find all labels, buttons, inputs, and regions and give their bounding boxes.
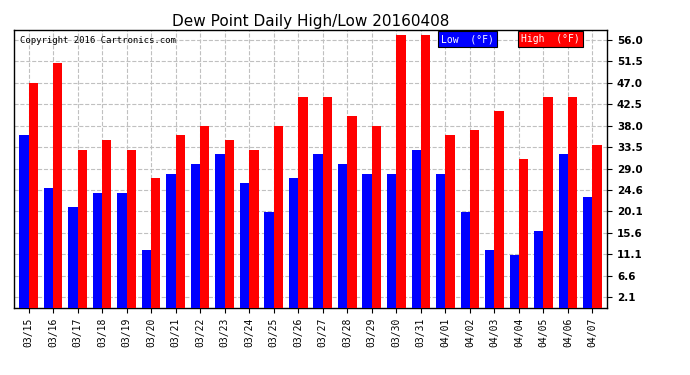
Bar (338, 164, 347, 308)
Bar (485, 250, 495, 307)
Bar (92, 193, 102, 308)
Title: Dew Point Daily High/Low 20160408: Dew Point Daily High/Low 20160408 (172, 14, 449, 29)
Bar (495, 111, 504, 308)
Bar (240, 183, 249, 308)
Bar (264, 212, 274, 308)
Bar (510, 255, 519, 308)
Bar (151, 178, 161, 308)
Bar (568, 97, 578, 308)
Bar (117, 193, 126, 308)
Bar (421, 35, 430, 308)
Bar (298, 97, 308, 308)
Bar (396, 35, 406, 308)
Bar (544, 97, 553, 308)
Bar (470, 130, 479, 308)
Bar (460, 212, 470, 308)
Bar (166, 174, 176, 308)
Text: Low  (°F): Low (°F) (441, 34, 494, 44)
Bar (126, 150, 136, 308)
Bar (593, 145, 602, 308)
Bar (347, 116, 357, 308)
Bar (274, 126, 283, 308)
Bar (77, 150, 87, 308)
Bar (323, 97, 332, 308)
Bar (387, 174, 396, 308)
Bar (445, 135, 455, 308)
Bar (436, 174, 445, 308)
Bar (225, 140, 234, 308)
Bar (313, 154, 323, 308)
Bar (43, 188, 53, 308)
Bar (372, 126, 381, 308)
Bar (102, 140, 111, 308)
Bar (215, 154, 225, 308)
Bar (249, 150, 259, 308)
Text: High  (°F): High (°F) (521, 34, 580, 44)
Bar (142, 250, 151, 307)
Bar (200, 126, 210, 308)
Bar (583, 198, 593, 308)
Bar (411, 150, 421, 308)
Bar (289, 178, 298, 308)
Bar (534, 231, 544, 308)
Bar (362, 174, 372, 308)
Bar (519, 159, 529, 308)
Bar (191, 164, 200, 308)
Bar (68, 207, 77, 308)
Bar (53, 63, 62, 308)
Bar (28, 82, 38, 308)
Bar (19, 135, 28, 308)
Bar (559, 154, 568, 308)
Bar (176, 135, 185, 308)
Text: Copyright 2016 Cartronics.com: Copyright 2016 Cartronics.com (20, 36, 176, 45)
